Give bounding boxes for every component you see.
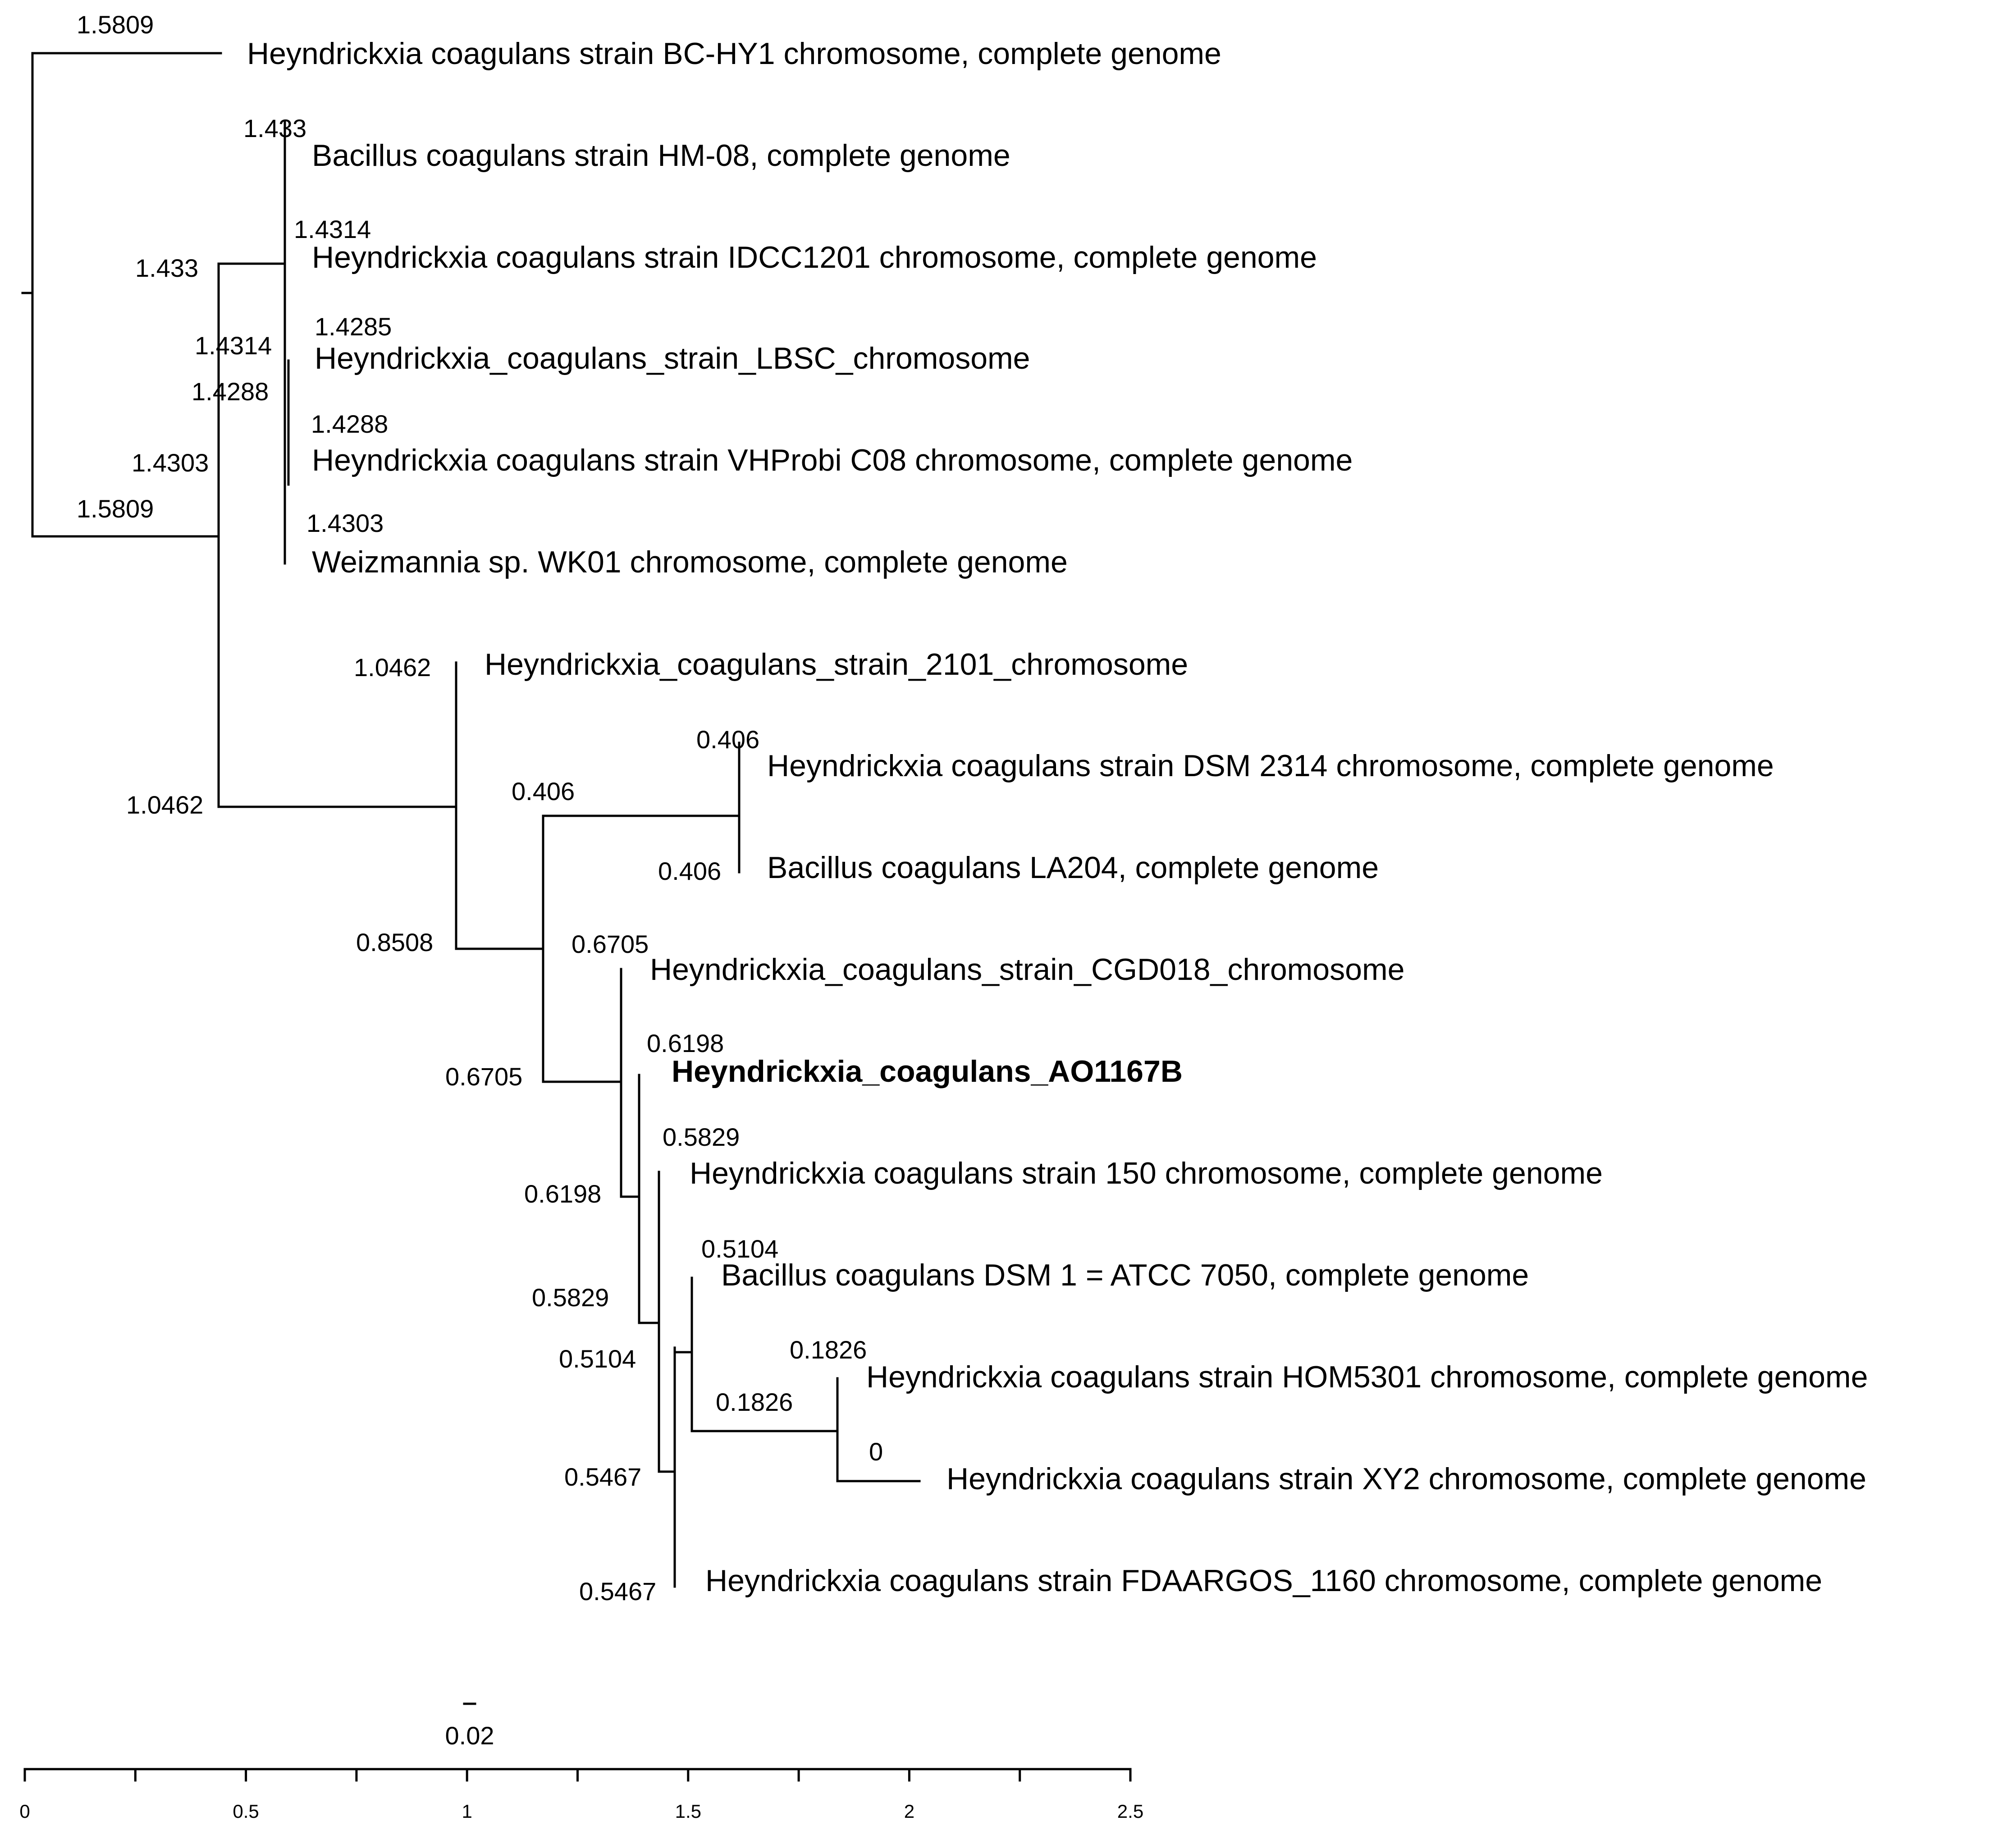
node-label: 0.5104 bbox=[559, 1345, 636, 1373]
leaf-label: Weizmannia sp. WK01 chromosome, complete… bbox=[312, 545, 1068, 579]
axis-tick-label: 2 bbox=[904, 1801, 914, 1822]
node-label: 1.4288 bbox=[192, 377, 269, 406]
leaf-label: Heyndrickxia coagulans strain DSM 2314 c… bbox=[767, 749, 1774, 783]
leaf-label: Heyndrickxia_coagulans_strain_CGD018_chr… bbox=[650, 952, 1404, 987]
leaf-label: Heyndrickxia coagulans strain IDCC1201 c… bbox=[312, 240, 1317, 274]
leaf-label: Heyndrickxia_coagulans_strain_2101_chrom… bbox=[485, 647, 1188, 682]
leaf-label-highlighted: Heyndrickxia_coagulans_AO1167B bbox=[672, 1054, 1183, 1089]
leaf-label: Heyndrickxia coagulans strain VHProbi C0… bbox=[312, 443, 1353, 477]
node-label: 0.6705 bbox=[445, 1062, 522, 1091]
node-label: 0.5467 bbox=[579, 1577, 656, 1606]
node-label: 0.5104 bbox=[701, 1235, 778, 1263]
scale-bar: 0.02 bbox=[445, 1702, 494, 1750]
leaf-label: Bacillus coagulans LA204, complete genom… bbox=[767, 851, 1379, 885]
node-label: 0.8508 bbox=[356, 928, 433, 956]
leaf-label: Heyndrickxia coagulans strain BC-HY1 chr… bbox=[247, 37, 1221, 71]
node-label: 1.433 bbox=[243, 114, 306, 142]
node-label: 1.4285 bbox=[315, 312, 392, 341]
node-label: 0.406 bbox=[658, 857, 721, 885]
leaf-label: Heyndrickxia coagulans strain HOM5301 ch… bbox=[866, 1360, 1868, 1394]
node-label: 1.5809 bbox=[77, 10, 154, 39]
node-label: 0.1826 bbox=[790, 1336, 867, 1364]
axis-tick-label: 1.5 bbox=[675, 1801, 701, 1822]
leaf-label: Heyndrickxia coagulans strain XY2 chromo… bbox=[946, 1462, 1866, 1496]
node-label: 1.5809 bbox=[77, 494, 154, 523]
node-label: 1.4314 bbox=[195, 331, 272, 360]
axis-tick-label: 2.5 bbox=[1117, 1801, 1143, 1822]
node-label: 1.0462 bbox=[354, 653, 431, 682]
scale-bar-label: 0.02 bbox=[445, 1721, 494, 1750]
node-label: 1.433 bbox=[135, 254, 198, 282]
leaf-label: Heyndrickxia coagulans strain FDAARGOS_1… bbox=[705, 1564, 1822, 1598]
axis-tick-label: 0 bbox=[19, 1801, 30, 1822]
node-label: 0.6198 bbox=[524, 1180, 601, 1208]
node-label: 0.5829 bbox=[532, 1283, 609, 1312]
node-label: 1.0462 bbox=[126, 791, 203, 819]
tree-branches bbox=[21, 52, 921, 1588]
node-label: 1.4303 bbox=[306, 509, 384, 537]
axis-tick-label: 1 bbox=[462, 1801, 472, 1822]
leaf-labels: Heyndrickxia coagulans strain BC-HY1 chr… bbox=[247, 37, 1868, 1598]
node-labels: 1.5809 1.433 1.4314 1.433 1.4285 1.4314 … bbox=[77, 10, 883, 1606]
leaf-label: Heyndrickxia coagulans strain 150 chromo… bbox=[690, 1156, 1603, 1190]
node-label: 0.6705 bbox=[572, 930, 649, 958]
node-label: 1.4288 bbox=[311, 410, 388, 438]
node-label: 0.5467 bbox=[564, 1463, 641, 1491]
node-label: 0.406 bbox=[696, 725, 759, 754]
node-label: 0 bbox=[869, 1437, 883, 1466]
node-label: 0.406 bbox=[512, 777, 575, 805]
x-axis: 0 0.5 1 1.5 2 2.5 bbox=[19, 1768, 1143, 1822]
axis-tick-label: 0.5 bbox=[233, 1801, 259, 1822]
leaf-label: Bacillus coagulans strain HM-08, complet… bbox=[312, 138, 1010, 173]
node-label: 1.4314 bbox=[294, 215, 371, 243]
node-label: 0.6198 bbox=[647, 1029, 724, 1057]
leaf-label: Bacillus coagulans DSM 1 = ATCC 7050, co… bbox=[721, 1258, 1529, 1292]
node-label: 1.4303 bbox=[132, 448, 209, 477]
node-label: 0.5829 bbox=[663, 1123, 740, 1151]
leaf-label: Heyndrickxia_coagulans_strain_LBSC_chrom… bbox=[315, 341, 1030, 375]
node-label: 0.1826 bbox=[716, 1388, 793, 1416]
